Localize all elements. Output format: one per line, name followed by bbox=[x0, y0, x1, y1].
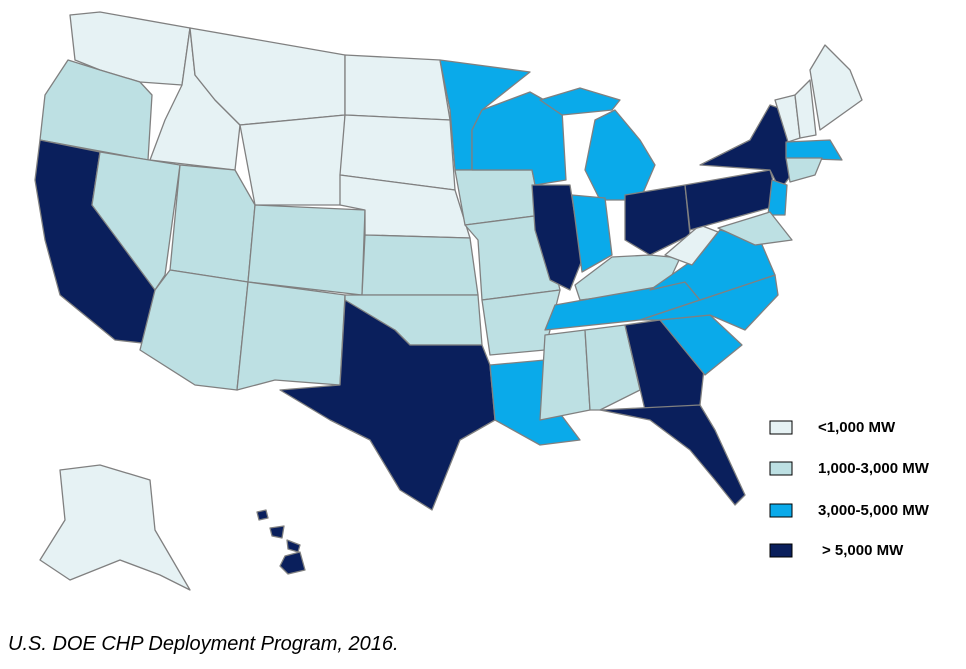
state bbox=[236, 281, 346, 391]
legend-swatch bbox=[769, 461, 793, 476]
state bbox=[139, 269, 249, 391]
state bbox=[584, 109, 656, 201]
legend-swatch bbox=[769, 503, 793, 518]
legend-label: > 5,000 MW bbox=[822, 542, 904, 559]
state bbox=[39, 464, 191, 591]
state bbox=[599, 404, 746, 506]
state bbox=[279, 551, 306, 575]
caption: U.S. DOE CHP Deployment Program, 2016. bbox=[8, 633, 399, 655]
state bbox=[785, 157, 823, 183]
state bbox=[571, 194, 613, 273]
state bbox=[531, 184, 583, 291]
state bbox=[247, 204, 366, 296]
state bbox=[279, 299, 496, 511]
state bbox=[256, 509, 269, 521]
state bbox=[809, 44, 863, 131]
state bbox=[39, 59, 153, 161]
legend-label: 1,000-3,000 MW bbox=[818, 460, 930, 477]
state bbox=[584, 324, 641, 411]
state bbox=[767, 179, 788, 216]
legend-swatch bbox=[769, 420, 793, 435]
legend: <1,000 MW 1,000-3,000 MW 3,000-5,000 MW > 5… bbox=[769, 419, 930, 559]
state bbox=[794, 79, 817, 139]
legend-swatch bbox=[769, 543, 793, 558]
legend-label: <1,000 MW bbox=[818, 419, 896, 436]
state bbox=[239, 114, 346, 206]
state bbox=[717, 211, 793, 246]
legend-label: 3,000-5,000 MW bbox=[818, 502, 930, 519]
state bbox=[286, 539, 301, 553]
state bbox=[269, 525, 285, 539]
state bbox=[344, 54, 451, 121]
state bbox=[361, 234, 479, 296]
state bbox=[664, 224, 719, 266]
state bbox=[785, 139, 843, 161]
state bbox=[169, 164, 256, 283]
state bbox=[539, 87, 621, 116]
states bbox=[34, 11, 863, 591]
state bbox=[624, 184, 691, 256]
state bbox=[539, 329, 591, 421]
